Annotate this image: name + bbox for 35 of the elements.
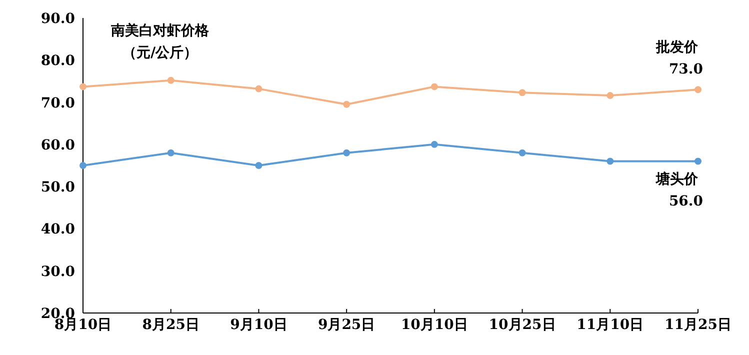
point: [606, 92, 614, 100]
point: [167, 76, 174, 84]
point: [80, 162, 86, 169]
point: [167, 149, 174, 156]
point: [518, 89, 526, 96]
y-tick-label: 50.0: [40, 180, 76, 196]
text: 批发价: [655, 40, 699, 56]
y-tick-label: 80.0: [40, 53, 76, 70]
point: [343, 149, 350, 156]
series-label: 塘头价: [655, 170, 699, 188]
point: [255, 162, 262, 169]
point: [518, 149, 526, 156]
x-tick-label: 9月10日: [230, 316, 288, 333]
y-tick-label: 30.0: [40, 264, 76, 280]
point: [606, 158, 614, 165]
point: [430, 140, 438, 148]
x-tick-label: 10月25日: [488, 316, 556, 333]
y-tick-label: 40.0: [40, 222, 76, 238]
point: [343, 100, 350, 108]
point: [694, 86, 702, 94]
y-tick-label: 90.0: [40, 10, 76, 27]
point: [255, 85, 262, 92]
data-label: 56.0: [668, 193, 704, 210]
point: [430, 83, 438, 90]
x-tick-label: 10月10日: [400, 316, 468, 333]
y-tick-label: 60.0: [40, 137, 76, 154]
x-tick-label: 11月10日: [576, 316, 644, 333]
point: [694, 158, 702, 165]
y-tick-label: 70.0: [40, 95, 76, 112]
point: [80, 83, 86, 90]
x-tick-label: 11月25日: [664, 316, 732, 333]
data-label: 73.0: [668, 62, 704, 78]
x-tick-label: 9月25日: [318, 316, 376, 333]
y-axis-title: 南美白对虾价格（元/公斤）: [110, 22, 210, 63]
x-tick-label: 8月25日: [142, 316, 200, 333]
